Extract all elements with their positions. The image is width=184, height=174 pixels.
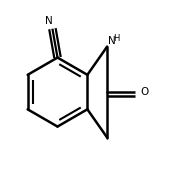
Text: N: N (45, 16, 53, 26)
Text: O: O (140, 87, 148, 97)
Text: N: N (108, 35, 116, 46)
Text: H: H (113, 34, 120, 43)
